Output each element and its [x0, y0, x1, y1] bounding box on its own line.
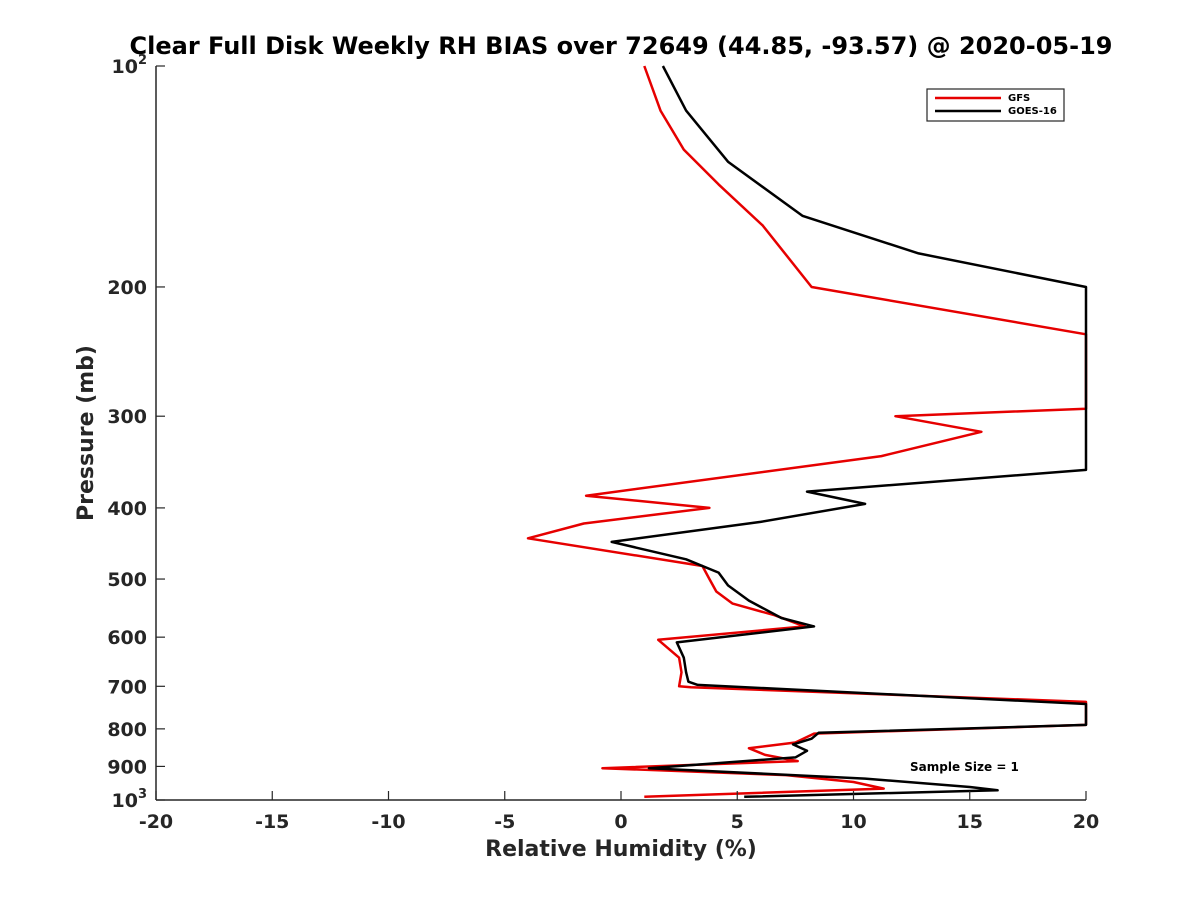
x-tick-label: 15 — [957, 811, 983, 833]
x-axis-ticks: -20 -15 -10 -5 0 5 10 15 20 — [139, 791, 1099, 833]
legend-box — [926, 88, 1065, 122]
y-tick-label-exponent: 2 — [138, 53, 147, 68]
series-line-goes-16 — [610, 65, 1088, 799]
y-tick-label: 600 — [107, 627, 147, 649]
y-tick-label: 400 — [107, 498, 147, 520]
y-tick-label: 900 — [107, 756, 147, 778]
legend: GFS GOES-16 — [926, 88, 1065, 122]
y-tick-label-base: 10 — [112, 790, 138, 812]
x-tick-label: 10 — [840, 811, 866, 833]
plot-area — [526, 65, 1088, 799]
y-tick-label: 800 — [107, 719, 147, 741]
x-tick-label: -5 — [494, 811, 515, 833]
y-tick-label: 103 — [112, 787, 148, 812]
y-tick-label: 200 — [107, 277, 147, 299]
y-tick-label: 300 — [107, 406, 147, 428]
x-tick-label: -15 — [255, 811, 289, 833]
y-tick-label-exponent: 3 — [138, 787, 147, 802]
x-tick-label: -20 — [139, 811, 173, 833]
y-tick-label: 700 — [107, 676, 147, 698]
x-tick-label: -10 — [371, 811, 405, 833]
y-axis-label: Pressure (mb) — [74, 345, 99, 521]
x-axis-label: Relative Humidity (%) — [485, 837, 757, 862]
x-tick-label: 5 — [731, 811, 744, 833]
y-tick-label-base: 10 — [112, 56, 138, 78]
y-tick-label: 500 — [107, 569, 147, 591]
legend-label-gfs: GFS — [1008, 93, 1030, 104]
x-tick-label: 20 — [1073, 811, 1099, 833]
legend-label-goes-16: GOES-16 — [1008, 106, 1057, 117]
x-tick-label: 0 — [614, 811, 627, 833]
chart-title: Clear Full Disk Weekly RH BIAS over 7264… — [130, 32, 1113, 60]
sample-size-annotation: Sample Size = 1 — [910, 760, 1019, 774]
series-line-gfs — [526, 65, 1088, 799]
y-tick-label: 102 — [112, 53, 148, 78]
